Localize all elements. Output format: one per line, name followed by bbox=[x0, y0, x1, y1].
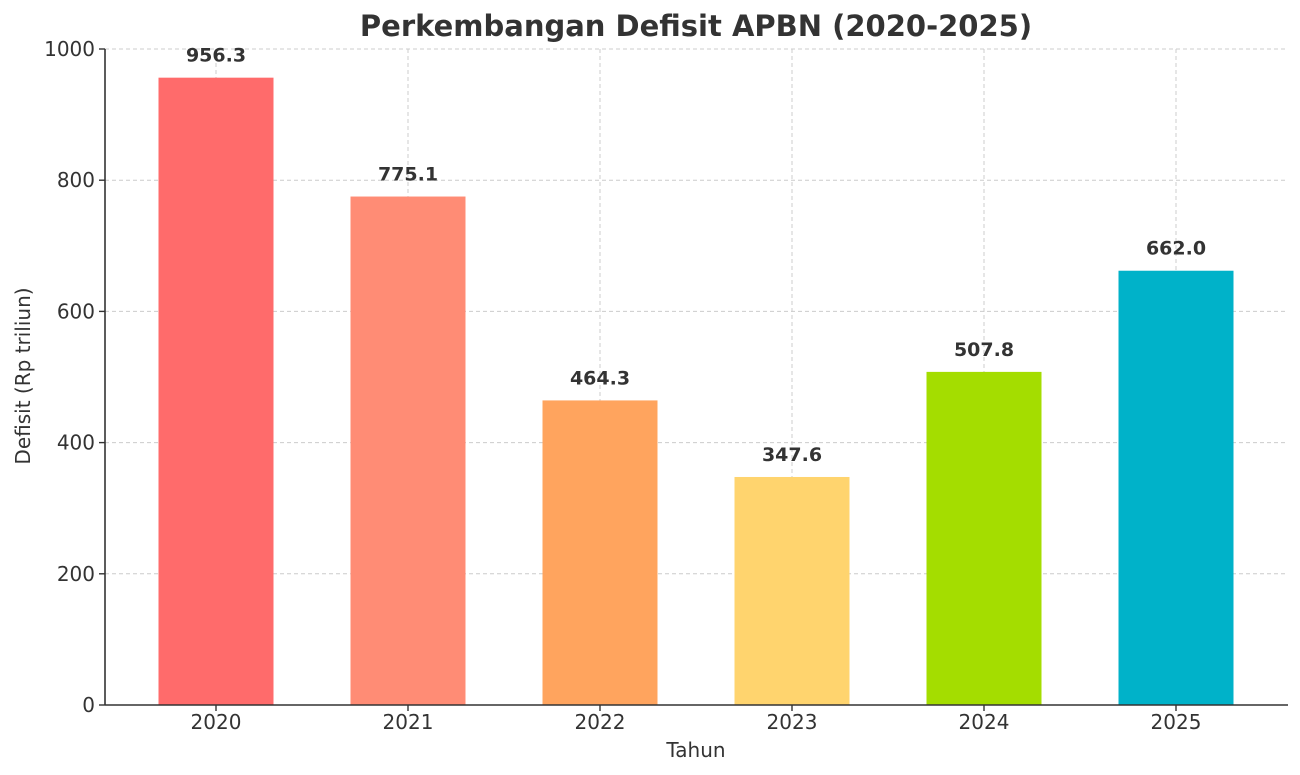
value-label-2023: 347.6 bbox=[762, 444, 822, 466]
x-tick-label-2022: 2022 bbox=[575, 710, 626, 734]
x-tick-label-2025: 2025 bbox=[1151, 710, 1202, 734]
y-tick-label-400: 400 bbox=[57, 431, 95, 455]
value-label-2020: 956.3 bbox=[186, 45, 246, 67]
value-label-2021: 775.1 bbox=[378, 164, 438, 186]
x-tick-label-2020: 2020 bbox=[191, 710, 242, 734]
axes bbox=[99, 48, 1288, 711]
bar-2024 bbox=[926, 371, 1042, 705]
y-tick-label-800: 800 bbox=[57, 168, 95, 192]
x-axis-label: Tahun bbox=[665, 738, 725, 762]
y-tick-label-0: 0 bbox=[82, 693, 95, 717]
x-tick-label-2023: 2023 bbox=[767, 710, 818, 734]
value-label-2022: 464.3 bbox=[570, 367, 630, 389]
x-tick-labels: 2020 2021 2022 2023 2024 2025 bbox=[191, 710, 1202, 734]
y-tick-labels: 0 200 400 600 800 1000 bbox=[44, 37, 95, 717]
y-axis-label: Defisit (Rp triliun) bbox=[11, 287, 35, 464]
value-label-2025: 662.0 bbox=[1146, 238, 1206, 260]
value-label-2024: 507.8 bbox=[954, 339, 1014, 361]
x-tick-label-2024: 2024 bbox=[959, 710, 1010, 734]
bar-2020 bbox=[158, 77, 274, 706]
x-tick-label-2021: 2021 bbox=[383, 710, 434, 734]
bar-2025 bbox=[1118, 270, 1234, 705]
y-tick-label-600: 600 bbox=[57, 299, 95, 323]
bars bbox=[158, 77, 1234, 706]
bar-2021 bbox=[350, 196, 466, 705]
grid-lines bbox=[105, 48, 1288, 705]
chart-title: Perkembangan Defisit APBN (2020-2025) bbox=[360, 9, 1032, 43]
y-tick-label-200: 200 bbox=[57, 562, 95, 586]
bar-2023 bbox=[734, 476, 850, 705]
bar-2022 bbox=[542, 400, 658, 705]
y-tick-label-1000: 1000 bbox=[44, 37, 95, 61]
value-labels: 956.3 775.1 464.3 347.6 507.8 662.0 bbox=[186, 45, 1206, 466]
